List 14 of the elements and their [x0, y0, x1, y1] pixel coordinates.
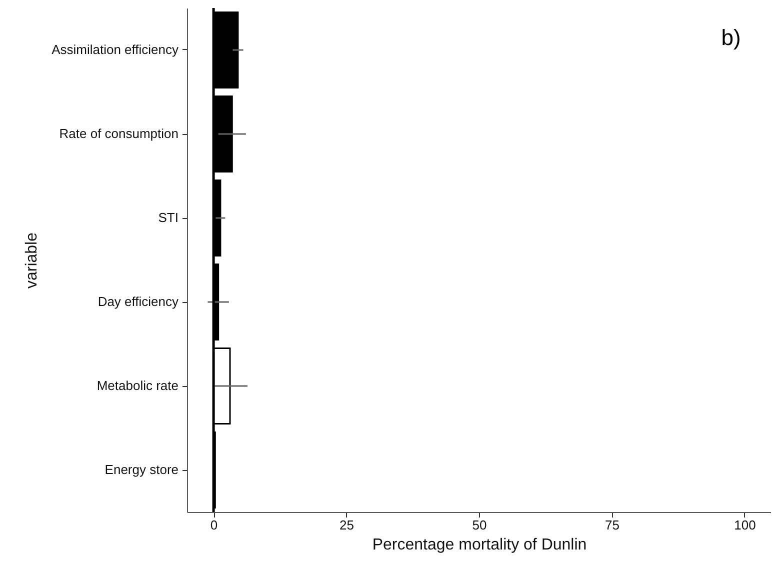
x-tick-label: 75 [604, 518, 620, 532]
x-tick-label: 0 [210, 518, 218, 532]
y-tick-label: Day efficiency [98, 294, 179, 309]
y-tick-label: Metabolic rate [96, 378, 178, 393]
x-tick-label: 25 [340, 518, 354, 532]
annotation: b) [721, 25, 741, 50]
x-tick-label: 50 [472, 518, 487, 532]
y-tick-label: Energy store [104, 462, 178, 477]
y-axis-title: variable [24, 232, 41, 289]
y-tick-label: Rate of consumption [59, 126, 178, 141]
y-tick-label: Assimilation efficiency [52, 42, 179, 57]
y-tick-label: STI [158, 210, 178, 225]
x-tick-label: 100 [734, 518, 756, 532]
x-axis-title: Percentage mortality of Dunlin [372, 536, 587, 554]
